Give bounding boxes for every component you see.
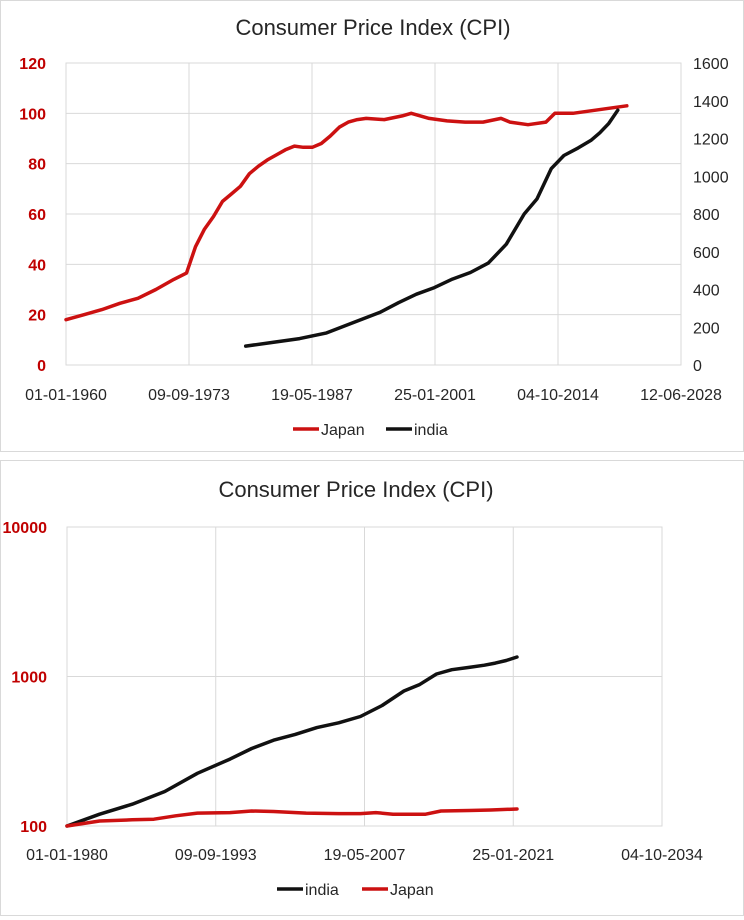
y-right-tick-label: 200 xyxy=(693,320,720,337)
x-tick-label: 01-01-1960 xyxy=(25,387,107,404)
y-right-tick-label: 0 xyxy=(693,358,702,375)
series-line-india xyxy=(65,655,519,828)
x-tick-label: 04-10-2014 xyxy=(517,387,599,404)
y-right-tick-label: 400 xyxy=(693,283,720,300)
legend-label: india xyxy=(305,882,339,899)
y-right-tick-label: 1200 xyxy=(693,132,729,149)
x-tick-label: 25-01-2021 xyxy=(472,847,554,864)
cpi-chart-top-svg: Consumer Price Index (CPI) 0 20 40 60 80 100 1… xyxy=(19,15,729,439)
y-right-tick-label: 1000 xyxy=(693,169,729,186)
y-left-tick-label: 60 xyxy=(28,207,46,224)
legend-label: india xyxy=(414,422,448,439)
x-tick-label: 19-05-1987 xyxy=(271,387,353,404)
y-left-tick-label: 20 xyxy=(28,308,46,325)
x-tick-label: 12-06-2028 xyxy=(640,387,722,404)
y-tick-label: 100 xyxy=(20,819,47,836)
y-left-tick-label: 100 xyxy=(19,106,46,123)
chart-title: Consumer Price Index (CPI) xyxy=(218,477,493,502)
y-left-tick-label: 120 xyxy=(19,56,46,73)
x-tick-label: 19-05-2007 xyxy=(324,847,406,864)
legend-label: Japan xyxy=(321,422,365,439)
y-right-tick-label: 800 xyxy=(693,207,720,224)
y-left-tick-label: 80 xyxy=(28,157,46,174)
y-tick-label: 1000 xyxy=(11,670,47,687)
x-tick-label: 04-10-2034 xyxy=(621,847,703,864)
cpi-chart-top: Consumer Price Index (CPI) 0 20 40 60 80 100 1… xyxy=(0,0,744,452)
series-line-india xyxy=(243,108,620,348)
y-tick-label: 10000 xyxy=(3,520,48,537)
y-right-tick-label: 1600 xyxy=(693,56,729,73)
cpi-chart-bottom: Consumer Price Index (CPI) 100 1000 10000 0… xyxy=(0,460,744,916)
cpi-chart-bottom-svg: Consumer Price Index (CPI) 100 1000 10000 0… xyxy=(3,477,704,899)
y-left-tick-label: 40 xyxy=(28,257,46,274)
y-left-tick-label: 0 xyxy=(37,358,46,375)
x-tick-label: 09-09-1993 xyxy=(175,847,257,864)
legend-label: Japan xyxy=(390,882,434,899)
series-line-japan xyxy=(65,807,519,828)
x-tick-label: 01-01-1980 xyxy=(26,847,108,864)
chart-title: Consumer Price Index (CPI) xyxy=(235,15,510,40)
x-tick-label: 09-09-1973 xyxy=(148,387,230,404)
x-tick-label: 25-01-2001 xyxy=(394,387,476,404)
series-line-japan xyxy=(64,104,629,322)
y-right-tick-label: 1400 xyxy=(693,94,729,111)
y-right-tick-label: 600 xyxy=(693,245,720,262)
